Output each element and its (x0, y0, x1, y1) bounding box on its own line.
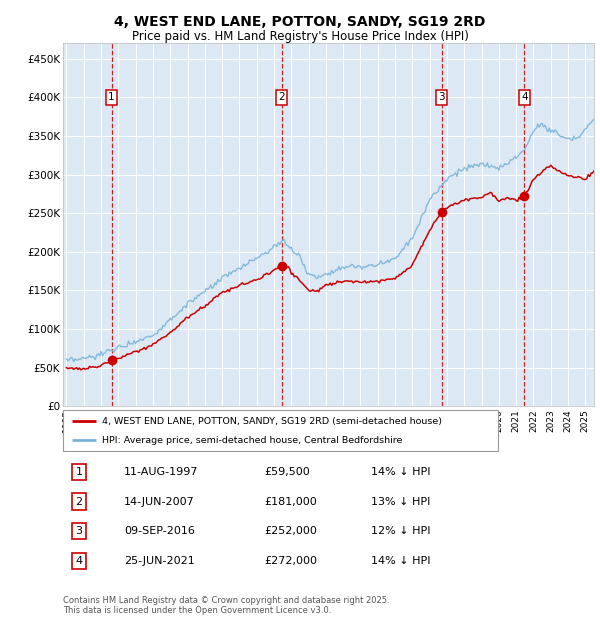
Text: 4: 4 (521, 92, 528, 102)
Text: 14% ↓ HPI: 14% ↓ HPI (371, 556, 430, 566)
Text: 2: 2 (278, 92, 285, 102)
Text: £252,000: £252,000 (265, 526, 317, 536)
Text: 4, WEST END LANE, POTTON, SANDY, SG19 2RD: 4, WEST END LANE, POTTON, SANDY, SG19 2R… (115, 16, 485, 30)
Text: 2: 2 (76, 497, 82, 507)
Text: 14% ↓ HPI: 14% ↓ HPI (371, 467, 430, 477)
Text: HPI: Average price, semi-detached house, Central Bedfordshire: HPI: Average price, semi-detached house,… (102, 436, 403, 445)
Text: 3: 3 (439, 92, 445, 102)
Text: 4, WEST END LANE, POTTON, SANDY, SG19 2RD (semi-detached house): 4, WEST END LANE, POTTON, SANDY, SG19 2R… (102, 417, 442, 425)
Text: 14-JUN-2007: 14-JUN-2007 (124, 497, 195, 507)
Text: 3: 3 (76, 526, 82, 536)
Text: 1: 1 (76, 467, 82, 477)
Text: Contains HM Land Registry data © Crown copyright and database right 2025.
This d: Contains HM Land Registry data © Crown c… (63, 596, 389, 615)
Text: 4: 4 (76, 556, 82, 566)
FancyBboxPatch shape (63, 410, 498, 451)
Text: 1: 1 (108, 92, 115, 102)
Text: Price paid vs. HM Land Registry's House Price Index (HPI): Price paid vs. HM Land Registry's House … (131, 30, 469, 43)
Text: 12% ↓ HPI: 12% ↓ HPI (371, 526, 430, 536)
Text: 25-JUN-2021: 25-JUN-2021 (124, 556, 195, 566)
Text: 11-AUG-1997: 11-AUG-1997 (124, 467, 199, 477)
Text: £181,000: £181,000 (265, 497, 317, 507)
Text: £272,000: £272,000 (265, 556, 318, 566)
Text: 13% ↓ HPI: 13% ↓ HPI (371, 497, 430, 507)
Text: £59,500: £59,500 (265, 467, 311, 477)
Text: 09-SEP-2016: 09-SEP-2016 (124, 526, 195, 536)
